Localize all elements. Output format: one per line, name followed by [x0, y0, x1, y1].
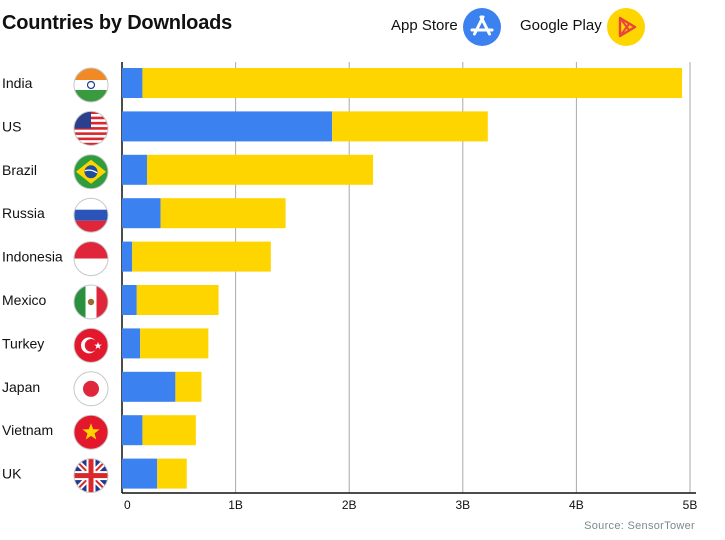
bar-app-store-russia: [122, 198, 161, 229]
bar-google-play-vietnam: [142, 415, 196, 446]
bar-google-play-indonesia: [132, 241, 271, 272]
country-label: Russia: [2, 205, 45, 221]
bar-google-play-japan: [175, 371, 202, 402]
x-axis: 0 1B 2B 3B 4B 5B: [122, 492, 698, 512]
indonesia-flag-icon: [73, 241, 109, 277]
bar-google-play-brazil: [146, 154, 374, 185]
india-flag-icon: [73, 67, 109, 103]
country-label: Brazil: [2, 162, 37, 178]
country-label: India: [2, 75, 33, 91]
vietnam-flag-icon: [73, 414, 109, 450]
x-tick-label: 3B: [455, 498, 470, 512]
bar-app-store-india: [122, 68, 143, 98]
japan-flag-icon: [73, 371, 109, 407]
country-label: Turkey: [2, 335, 44, 351]
x-tick-label: 5B: [683, 498, 698, 512]
bar-app-store-brazil: [122, 154, 147, 185]
bar-app-store-turkey: [122, 328, 141, 359]
bar-google-play-turkey: [140, 328, 209, 359]
bar-app-store-us: [122, 111, 333, 142]
legend-app-store-label: App Store: [391, 17, 458, 34]
x-tick-label: 2B: [342, 498, 357, 512]
bar-app-store-indonesia: [122, 241, 133, 272]
russia-flag-icon: [73, 197, 109, 233]
app-store-icon: [463, 8, 501, 46]
country-labels: India US Brazil Russia Indonesia Mexico Turkey…: [2, 75, 63, 482]
country-label: UK: [2, 466, 22, 482]
country-label: Mexico: [2, 292, 47, 308]
country-label: Vietnam: [2, 422, 53, 438]
chart-title: Countries by Downloads: [2, 12, 233, 34]
bar-app-store-vietnam: [122, 415, 143, 446]
x-tick-label: 1B: [228, 498, 243, 512]
bars: [122, 68, 683, 489]
country-label: Indonesia: [2, 249, 63, 265]
country-label: US: [2, 118, 21, 134]
mexico-flag-icon: [73, 284, 109, 320]
legend-google-play-label: Google Play: [520, 17, 602, 34]
bar-google-play-russia: [160, 198, 286, 229]
uk-flag-icon: [73, 458, 109, 494]
bar-google-play-us: [332, 111, 488, 142]
bar-google-play-uk: [157, 458, 187, 489]
bar-app-store-japan: [122, 371, 176, 402]
x-tick-label: 4B: [569, 498, 584, 512]
flags: [73, 67, 109, 494]
brazil-flag-icon: [73, 154, 109, 190]
x-tick-label: 0: [124, 498, 131, 512]
turkey-flag-icon: [73, 327, 109, 363]
google-play-icon: [607, 8, 645, 46]
bar-app-store-mexico: [122, 285, 137, 315]
us-flag-icon: [73, 110, 109, 146]
source-note: Source: SensorTower: [584, 520, 695, 532]
bar-google-play-india: [142, 68, 683, 98]
country-label: Japan: [2, 379, 40, 395]
bar-google-play-mexico: [136, 285, 219, 315]
bar-app-store-uk: [122, 458, 158, 489]
